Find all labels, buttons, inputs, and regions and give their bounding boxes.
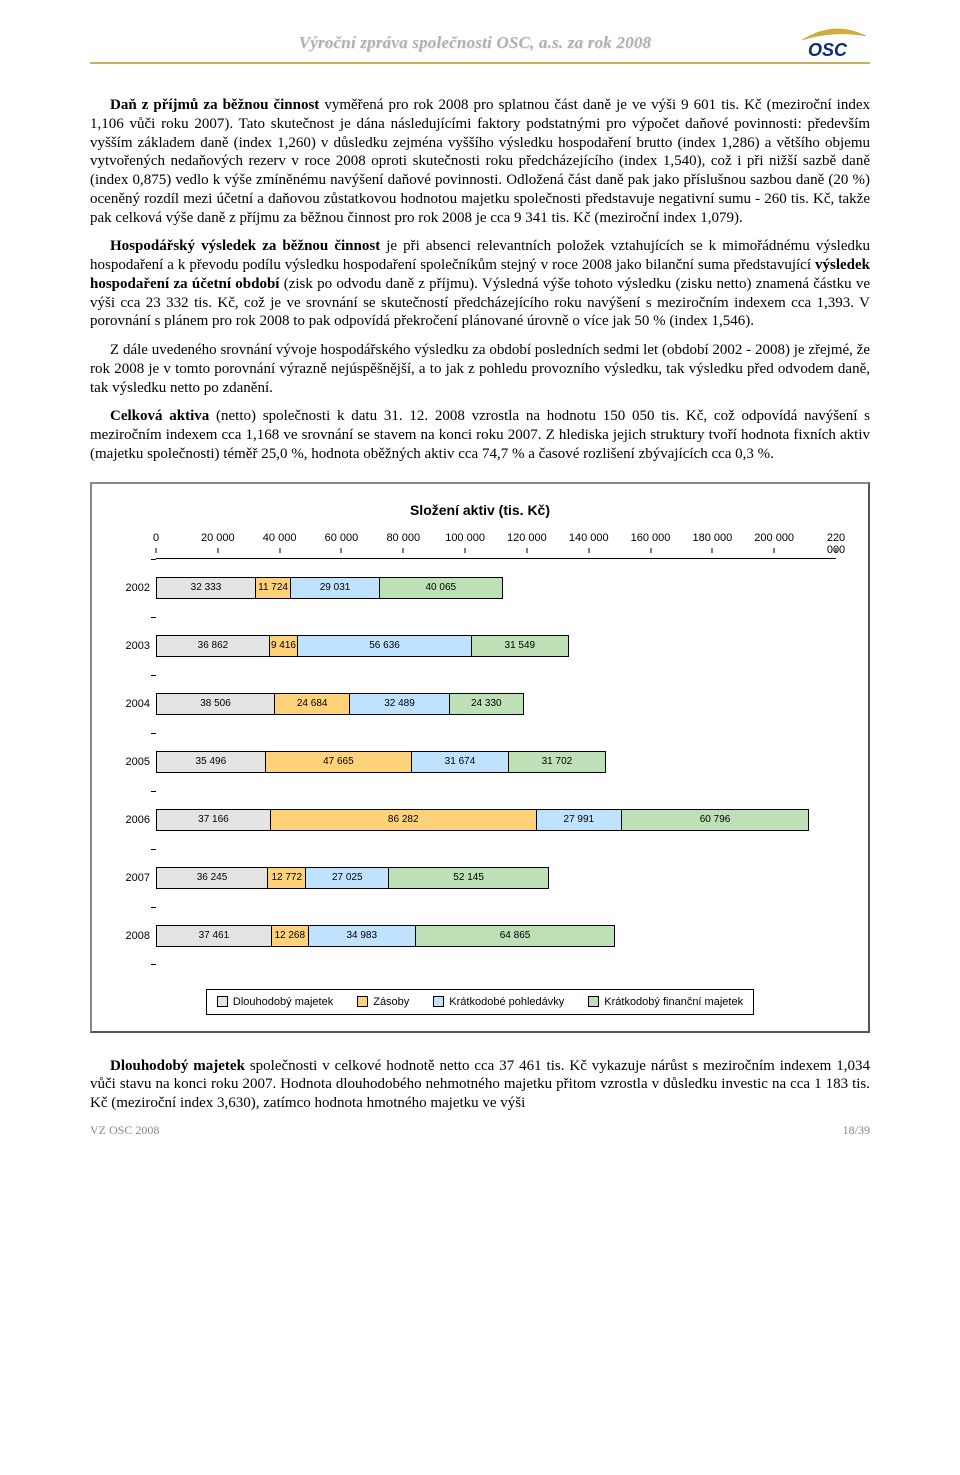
legend-item: Krátkodobý finanční majetek: [588, 996, 743, 1008]
chart-title: Složení aktiv (tis. Kč): [112, 502, 848, 518]
bar-segment: 37 166: [156, 809, 271, 831]
bar-segment: 27 991: [536, 809, 623, 831]
bar-track: 37 46112 26834 98364 865: [156, 925, 614, 947]
bar-segment: 27 025: [305, 867, 389, 889]
legend-label: Krátkodobý finanční majetek: [604, 996, 743, 1008]
bar-segment: 32 333: [156, 577, 256, 599]
page-footer: VZ OSC 2008 18/39: [90, 1123, 870, 1138]
page-header: Výroční zpráva společnosti OSC, a.s. za …: [90, 26, 870, 64]
header-title: Výroční zpráva společnosti OSC, a.s. za …: [90, 33, 800, 53]
p4-lead: Celková aktiva: [110, 408, 209, 424]
assets-chart: Složení aktiv (tis. Kč) 0 20 000 40 000 60 …: [90, 482, 870, 1033]
bar-segment: 34 983: [308, 925, 416, 947]
x-tick-label: 0: [153, 532, 159, 544]
chart-row: 200736 24512 77227 02552 145: [156, 849, 836, 907]
legend-swatch: [588, 996, 599, 1007]
bar-segment: 24 330: [449, 693, 524, 715]
bar-segment: 11 724: [255, 577, 291, 599]
bar-segment: 29 031: [290, 577, 380, 599]
bar-track: 37 16686 28227 99160 796: [156, 809, 808, 831]
bar-segment: 36 862: [156, 635, 270, 657]
chart-row: 200535 49647 66531 67431 702: [156, 733, 836, 791]
x-tick-label: 200 000: [754, 532, 794, 544]
osc-logo-icon: OSC: [800, 26, 870, 60]
bar-segment: 24 684: [274, 693, 350, 715]
paragraph-3: Z dále uvedeného srovnání vývoje hospodá…: [90, 341, 870, 397]
bar-segment: 40 065: [379, 577, 503, 599]
bar-segment: 36 245: [156, 867, 268, 889]
legend-swatch: [357, 996, 368, 1007]
bar-segment: 86 282: [270, 809, 537, 831]
legend-item: Zásoby: [357, 996, 409, 1008]
x-tick-label: 20 000: [201, 532, 235, 544]
row-year-label: 2008: [112, 930, 150, 942]
row-year-label: 2005: [112, 756, 150, 768]
chart-legend: Dlouhodobý majetek Zásoby Krátkodobé pohle…: [206, 989, 754, 1015]
p2-lead: Hospodářský výsledek za běžnou činnost: [110, 238, 380, 254]
footer-left: VZ OSC 2008: [90, 1123, 159, 1138]
p5-lead: Dlouhodobý majetek: [110, 1058, 245, 1074]
x-tick-label: 140 000: [569, 532, 609, 544]
bar-track: 38 50624 68432 48924 330: [156, 693, 523, 715]
bar-track: 36 24512 77227 02552 145: [156, 867, 548, 889]
x-tick-label: 120 000: [507, 532, 547, 544]
p1-lead: Daň z příjmů za běžnou činnost: [110, 97, 319, 113]
chart-x-axis: 0 20 000 40 000 60 000 80 000 100 000 120 000 1…: [156, 532, 836, 548]
row-year-label: 2004: [112, 698, 150, 710]
bar-segment: 52 145: [388, 867, 549, 889]
bar-segment: 64 865: [415, 925, 615, 947]
bar-segment: 12 772: [267, 867, 306, 889]
row-year-label: 2006: [112, 814, 150, 826]
legend-item: Krátkodobé pohledávky: [433, 996, 564, 1008]
bar-segment: 56 636: [297, 635, 472, 657]
legend-item: Dlouhodobý majetek: [217, 996, 333, 1008]
bar-segment: 12 268: [271, 925, 309, 947]
bar-segment: 31 674: [411, 751, 509, 773]
bar-segment: 31 549: [471, 635, 569, 657]
x-tick-label: 40 000: [263, 532, 297, 544]
bar-track: 36 8629 41656 63631 549: [156, 635, 568, 657]
row-year-label: 2007: [112, 872, 150, 884]
chart-bars: 200232 33311 72429 03140 065200336 8629 …: [156, 558, 836, 965]
row-year-label: 2002: [112, 582, 150, 594]
logo-text: OSC: [808, 40, 848, 60]
bar-segment: 47 665: [265, 751, 412, 773]
legend-label: Zásoby: [373, 996, 409, 1008]
bar-segment: 9 416: [269, 635, 298, 657]
bar-segment: 60 796: [621, 809, 809, 831]
x-tick-label: 80 000: [386, 532, 420, 544]
chart-area: 0 20 000 40 000 60 000 80 000 100 000 120 000 1…: [112, 532, 848, 965]
legend-swatch: [433, 996, 444, 1007]
bar-segment: 38 506: [156, 693, 275, 715]
paragraph-5: Dlouhodobý majetek společnosti v celkové…: [90, 1057, 870, 1113]
chart-row: 200438 50624 68432 48924 330: [156, 675, 836, 733]
x-tick-label: 180 000: [692, 532, 732, 544]
bar-segment: 35 496: [156, 751, 266, 773]
footer-right: 18/39: [843, 1123, 870, 1138]
paragraph-2: Hospodářský výsledek za běžnou činnost j…: [90, 237, 870, 331]
chart-row: 200637 16686 28227 99160 796: [156, 791, 836, 849]
p1-body: vyměřená pro rok 2008 pro splatnou část …: [90, 97, 870, 226]
logo: OSC: [800, 26, 870, 60]
bar-track: 35 49647 66531 67431 702: [156, 751, 605, 773]
legend-label: Dlouhodobý majetek: [233, 996, 333, 1008]
bar-segment: 37 461: [156, 925, 272, 947]
row-year-label: 2003: [112, 640, 150, 652]
paragraph-1: Daň z příjmů za běžnou činnost vyměřená …: [90, 96, 870, 227]
chart-row: 200336 8629 41656 63631 549: [156, 617, 836, 675]
bar-track: 32 33311 72429 03140 065: [156, 577, 502, 599]
x-tick-label: 100 000: [445, 532, 485, 544]
bar-segment: 32 489: [349, 693, 449, 715]
paragraph-4: Celková aktiva (netto) společnosti k dat…: [90, 407, 870, 463]
chart-row: 200232 33311 72429 03140 065: [156, 559, 836, 617]
chart-row: 200837 46112 26834 98364 865: [156, 907, 836, 965]
bar-segment: 31 702: [508, 751, 606, 773]
legend-label: Krátkodobé pohledávky: [449, 996, 564, 1008]
x-tick-label: 160 000: [631, 532, 671, 544]
x-tick-label: 60 000: [325, 532, 359, 544]
legend-swatch: [217, 996, 228, 1007]
